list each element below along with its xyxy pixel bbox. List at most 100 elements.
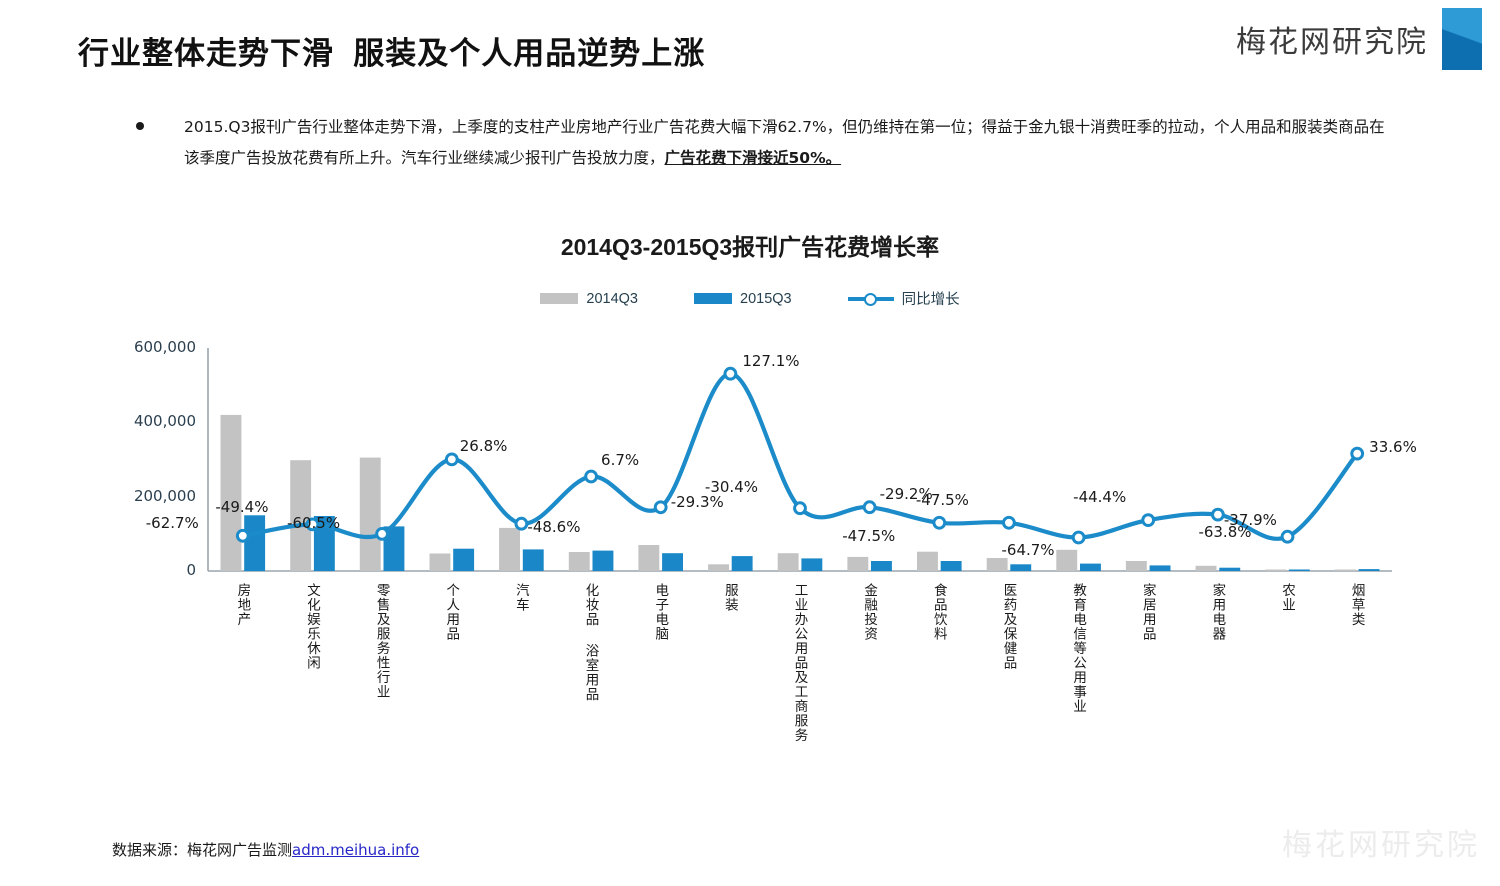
growth-point	[1141, 513, 1156, 528]
footer-source-prefix: 数据来源：梅花网广告监测	[112, 841, 293, 859]
growth-point	[793, 501, 807, 516]
bar	[1056, 549, 1078, 571]
growth-value-label: -64.7%	[1001, 541, 1055, 560]
bar	[1358, 569, 1380, 571]
legend-swatch-2015q3	[694, 293, 732, 304]
legend-line-growth-icon	[847, 293, 894, 306]
growth-point	[584, 469, 598, 484]
growth-point	[723, 366, 738, 381]
growth-point	[862, 500, 877, 515]
bar	[1219, 567, 1241, 571]
summary-bullet-text-main: 2015.Q3报刊广告行业整体走势下滑，上季度的支柱产业房地产行业广告花费大幅下…	[184, 118, 1385, 167]
growth-point	[1280, 529, 1295, 544]
bar	[638, 545, 660, 571]
bar	[708, 564, 729, 571]
x-axis-category-label: 汽车	[512, 583, 529, 612]
bar	[662, 553, 683, 571]
bar	[568, 552, 590, 571]
growth-point	[1350, 446, 1365, 461]
growth-value-label: -63.8%	[1198, 522, 1252, 541]
bar	[777, 553, 799, 571]
growth-point	[932, 515, 947, 530]
x-axis-category-label: 金融投资	[861, 583, 878, 641]
growth-value-label: -37.9%	[1223, 510, 1277, 529]
brand-logo-text: 梅花网研究院	[1236, 25, 1428, 60]
x-axis-category-label: 家用电器	[1209, 583, 1226, 641]
bar	[940, 561, 962, 571]
chart-plot-area: 0 200,000 400,000 600,000 房地产 文化娱乐休闲 零售及服务性行业…	[0, 325, 1500, 805]
x-axis-category-label: 服装	[721, 583, 738, 612]
bar	[1334, 569, 1356, 571]
growth-value-label: -29.2%	[879, 485, 933, 504]
bar	[1010, 564, 1032, 571]
x-axis-category-label: 农业	[1279, 583, 1296, 612]
brand-logo-mark-icon	[1442, 8, 1482, 70]
x-axis-category-label: 工业办公用品及工商服务	[791, 583, 808, 743]
summary-bullet-text: 2015.Q3报刊广告行业整体走势下滑，上季度的支柱产业房地产行业广告花费大幅下…	[158, 112, 1386, 174]
growth-line	[240, 371, 1360, 541]
bar	[1149, 565, 1171, 571]
chart-title: 2014Q3-2015Q3报刊广告花费增长率	[560, 234, 940, 260]
growth-value-label: 6.7%	[601, 450, 640, 469]
bar	[383, 526, 405, 571]
growth-point	[375, 527, 390, 541]
footer-source: 数据来源：梅花网广告监测adm.meihua.info	[112, 839, 419, 860]
y-axis-tick-label: 0	[186, 561, 196, 579]
page-header: 行业整体走势下滑 服装及个人用品逆势上涨 梅花网研究院	[0, 0, 1500, 95]
summary-bullet-emphasis: 广告花费下滑接近50%。	[664, 149, 842, 167]
bar	[917, 551, 938, 571]
bar	[1288, 569, 1310, 571]
bar	[592, 550, 614, 571]
bar	[871, 561, 892, 571]
bar	[290, 460, 312, 571]
growth-point	[514, 516, 529, 531]
x-axis-category-label: 化妆品 浴室用品	[582, 583, 599, 702]
x-axis-category-label: 房地产	[234, 583, 251, 627]
legend-item-growth: 同比增长	[847, 288, 960, 309]
bar	[522, 549, 544, 571]
bar	[220, 414, 242, 571]
bar	[1265, 569, 1287, 571]
brand-logo: 梅花网研究院	[1236, 8, 1482, 70]
y-axis-tick-label: 600,000	[133, 338, 196, 356]
x-axis-category-label: 教育电信等公用事业	[1070, 583, 1087, 714]
growth-value-label: 33.6%	[1369, 437, 1417, 456]
bar	[453, 548, 475, 571]
bullet-dot-icon	[136, 122, 144, 130]
chart-svg	[207, 348, 1392, 572]
bar	[986, 558, 1008, 571]
growth-point	[1002, 515, 1016, 530]
growth-value-label: -30.4%	[704, 478, 758, 497]
x-axis-category-label: 文化娱乐休闲	[303, 583, 320, 670]
x-axis-category-label: 个人用品	[443, 583, 460, 641]
growth-point	[235, 528, 250, 543]
bar	[1195, 565, 1217, 571]
growth-point	[305, 517, 320, 532]
growth-value-label: 127.1%	[742, 351, 800, 370]
bar-series-2014Q3	[220, 414, 1356, 571]
bar-series-2015Q3	[244, 515, 1380, 572]
growth-value-label: -47.5%	[915, 490, 969, 509]
page-title: 行业整体走势下滑 服装及个人用品逆势上涨	[78, 36, 706, 71]
x-axis-category-label: 食品饮料	[930, 583, 947, 641]
summary-bullet: 2015.Q3报刊广告行业整体走势下滑，上季度的支柱产业房地产行业广告花费大幅下…	[136, 112, 1386, 174]
footer-source-link[interactable]: adm.meihua.info	[292, 841, 420, 859]
x-axis-category-label: 家居用品	[1139, 583, 1156, 641]
legend-swatch-2014q3	[540, 293, 579, 304]
legend-item-2015q3: 2015Q3	[694, 291, 792, 307]
legend-label-2014q3: 2014Q3	[586, 290, 638, 307]
growth-value-label: -47.5%	[842, 526, 896, 545]
x-axis-category-label: 零售及服务性行业	[373, 583, 390, 699]
growth-value-label: -29.3%	[670, 493, 724, 512]
y-axis-tick-label: 400,000	[133, 412, 196, 431]
growth-value-label: -44.4%	[1073, 488, 1127, 507]
growth-point	[1071, 530, 1086, 545]
bar	[847, 556, 869, 571]
growth-point	[1211, 507, 1225, 522]
chart-legend: 2014Q3 2015Q3 同比增长	[0, 288, 1500, 309]
legend-label-growth: 同比增长	[901, 292, 960, 308]
bar	[1080, 563, 1101, 571]
bar	[499, 527, 520, 571]
growth-value-label: -62.7%	[145, 513, 199, 532]
growth-value-label: 26.8%	[459, 437, 508, 456]
